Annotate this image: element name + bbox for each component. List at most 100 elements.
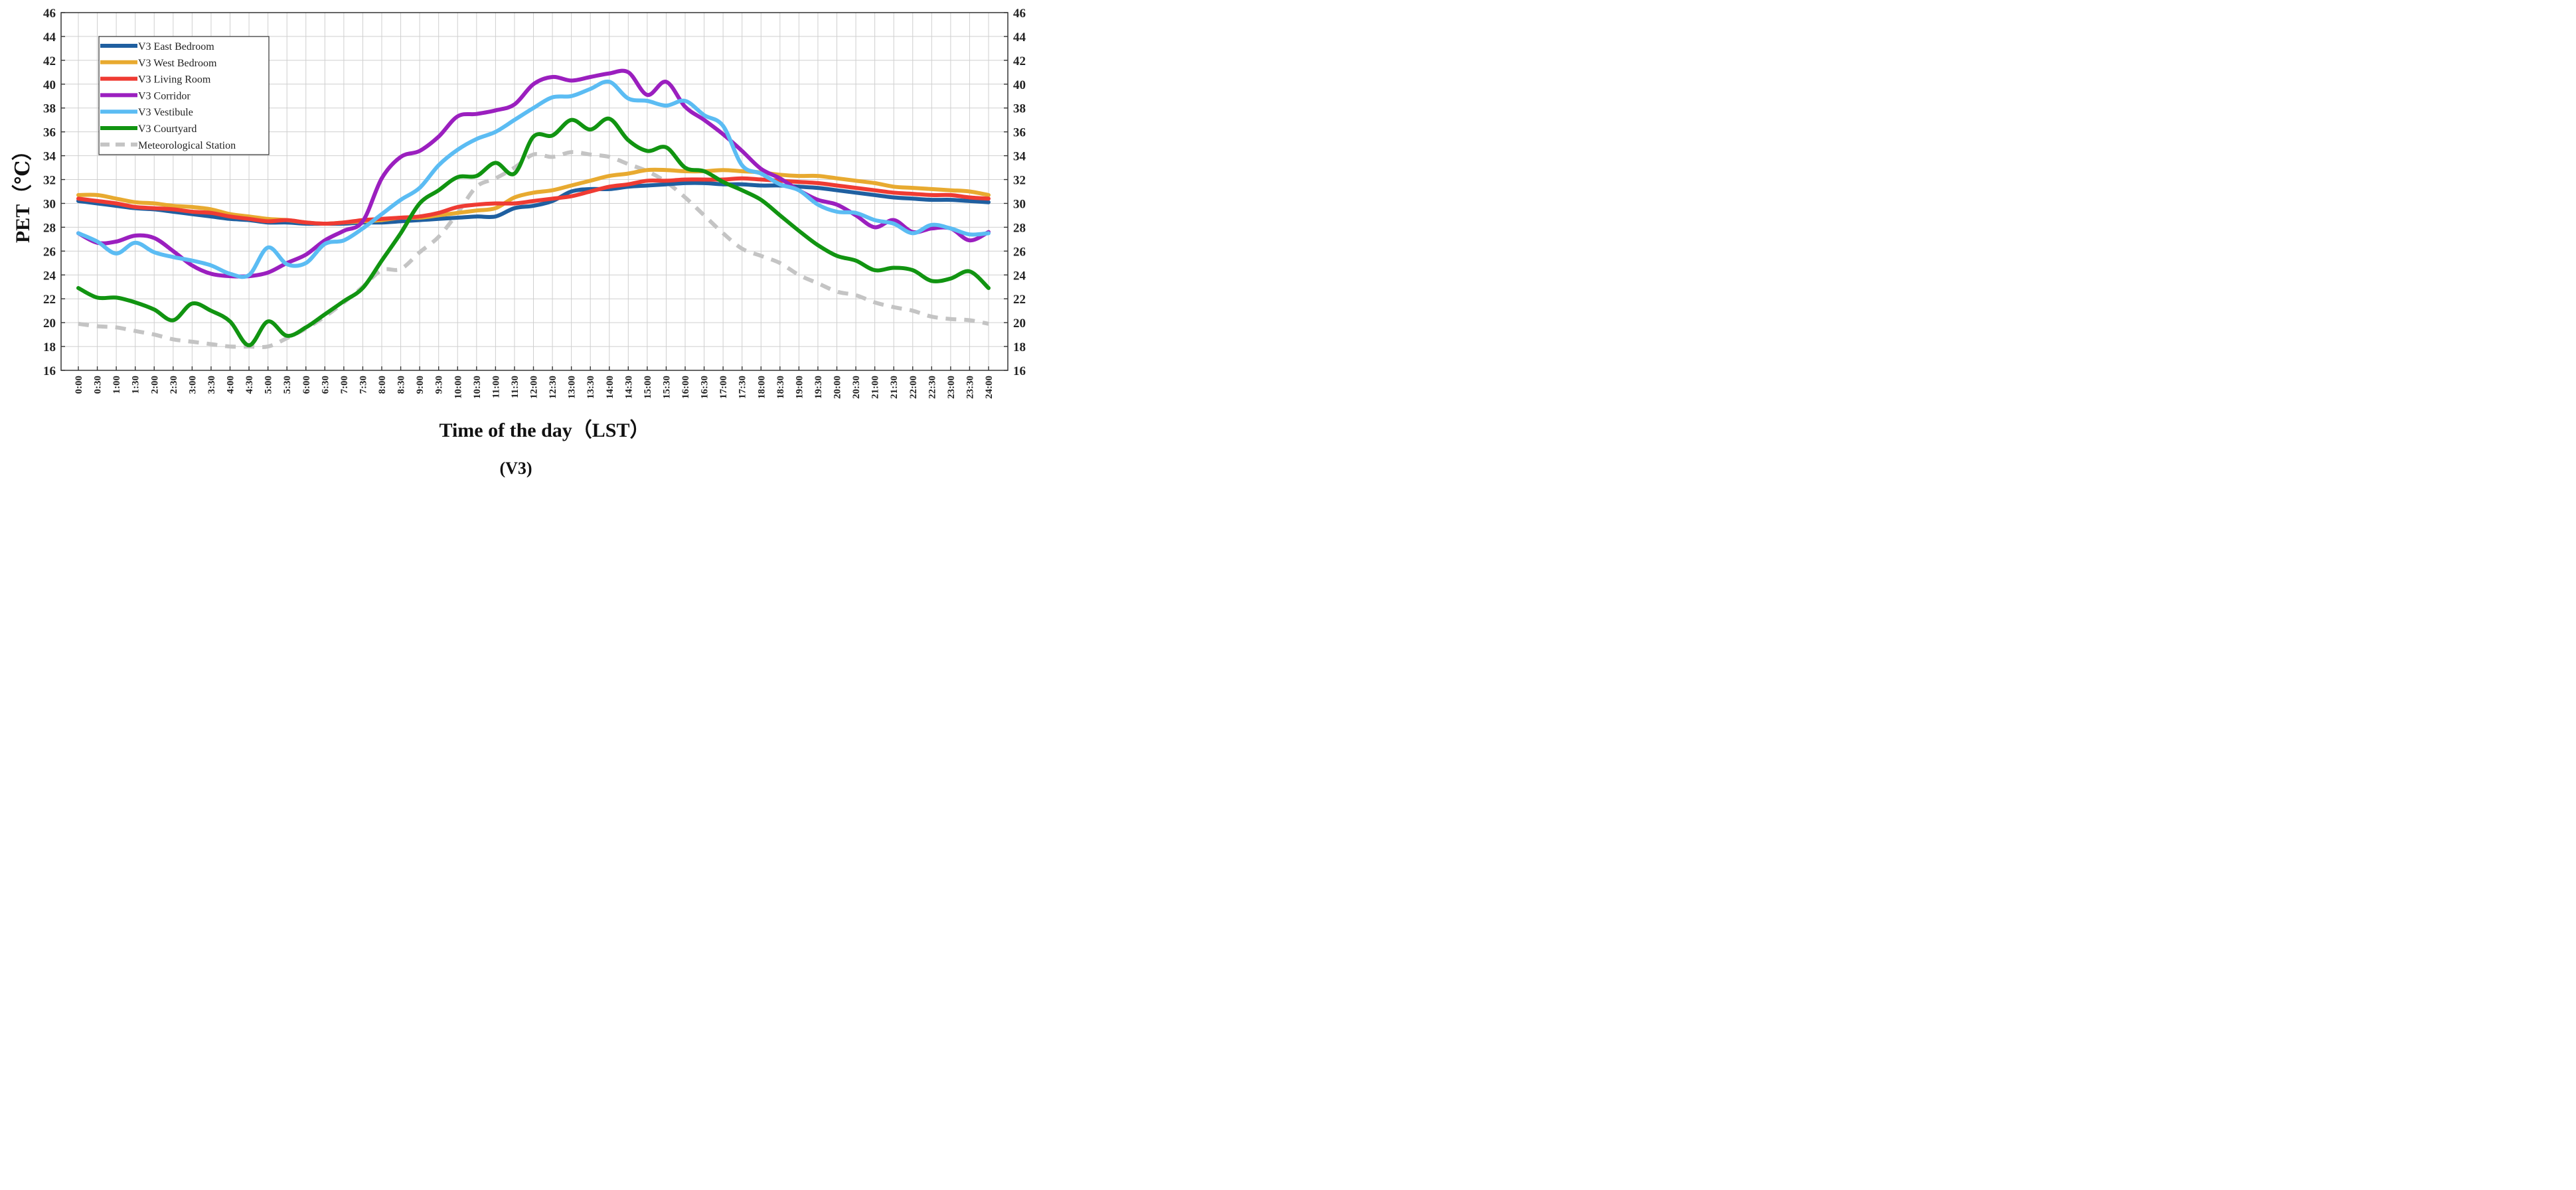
x-tick-label: 1:00 (112, 376, 122, 394)
series-line-v3-west-bedroom (76, 167, 991, 226)
series-line-v3-east-bedroom (76, 181, 991, 226)
x-tick-label: 21:00 (870, 376, 881, 399)
x-tick-label: 18:30 (775, 376, 786, 399)
y-tick-label-left: 34 (43, 150, 56, 164)
x-tick-label: 20:30 (851, 376, 862, 399)
y-tick-label-right: 26 (1013, 245, 1026, 259)
y-tick-label-left: 22 (43, 293, 56, 307)
x-tick-label: 2:30 (169, 376, 179, 394)
legend-label-v3-corridor: V3 Corridor (138, 90, 191, 102)
x-tick-label: 9:30 (434, 376, 445, 394)
y-tick-label-right: 16 (1013, 364, 1026, 378)
y-tick-label-right: 30 (1013, 197, 1026, 211)
pet-line-chart: 16 18 20 22 24 26 28 30 32 34 36 38 40 42 44 46 16 18 20 2… (0, 0, 1041, 482)
series-line-v3-courtyard (76, 116, 991, 348)
y-tick-label-left: 38 (43, 102, 56, 116)
y-tick-label-left: 36 (43, 126, 56, 140)
x-tick-label: 12:00 (529, 376, 540, 399)
axes-frame (60, 12, 1008, 371)
x-tick-label: 9:00 (415, 376, 426, 394)
y-axis-title: PET（℃） (11, 141, 34, 243)
series-lines (76, 68, 991, 350)
x-tick-label: 13:30 (586, 376, 596, 399)
x-tick-label: 18:00 (756, 376, 767, 399)
x-tick-label: 11:30 (510, 376, 521, 398)
y-tick-label-left: 30 (43, 197, 56, 211)
y-tick-label-left: 20 (43, 317, 56, 331)
x-tick-label: 0:30 (93, 376, 104, 394)
x-tick-label: 12:30 (548, 376, 558, 399)
x-tick-label: 24:00 (984, 376, 995, 399)
y-tick-label-left: 26 (43, 245, 56, 259)
legend-label-v3-east-bedroom: V3 East Bedroom (138, 41, 214, 52)
legend-entries: V3 East Bedroom V3 West Bedroom V3 Living … (100, 41, 236, 151)
x-tick-label: 5:30 (282, 376, 293, 394)
y-tick-label-right: 42 (1013, 54, 1026, 68)
y-tick-label-left: 44 (43, 31, 56, 44)
y-tick-label-right: 40 (1013, 78, 1026, 92)
y-tick-label-left: 40 (43, 78, 56, 92)
x-axis: 0:00 0:30 1:00 1:30 2:00 2:30 3:00 3:30 4:00 4:30… (74, 366, 995, 399)
y-tick-label-right: 20 (1013, 317, 1026, 331)
y-tick-label-right: 44 (1013, 31, 1026, 44)
x-tick-label: 11:00 (491, 376, 501, 398)
legend-label-v3-living-room: V3 Living Room (138, 74, 211, 86)
x-tick-label: 22:00 (908, 376, 919, 399)
y-tick-label-right: 34 (1013, 150, 1026, 164)
x-tick-label: 4:30 (244, 376, 255, 394)
x-tick-label: 8:00 (377, 376, 388, 394)
x-tick-label: 20:00 (833, 376, 843, 399)
x-tick-label: 23:30 (965, 376, 975, 399)
series-line-v3-vestibule (76, 79, 991, 279)
legend-label-meteorological-station: Meteorological Station (138, 140, 236, 151)
x-tick-label: 19:30 (813, 376, 824, 399)
x-tick-label: 1:30 (131, 376, 141, 394)
y-tick-label-right: 32 (1013, 174, 1026, 188)
y-tick-label-left: 28 (43, 221, 56, 235)
x-tick-label: 14:00 (605, 376, 615, 399)
x-tick-label: 17:30 (738, 376, 748, 399)
legend-label-v3-courtyard: V3 Courtyard (138, 123, 197, 135)
x-tick-label: 7:00 (339, 376, 350, 394)
y-tick-label-right: 24 (1013, 269, 1026, 283)
y-tick-label-right: 38 (1013, 102, 1026, 116)
x-tick-label: 13:00 (567, 376, 578, 399)
x-tick-label: 6:30 (320, 376, 331, 394)
x-tick-label: 2:00 (149, 376, 160, 394)
y-tick-label-right: 22 (1013, 293, 1026, 307)
y-tick-label-left: 42 (43, 54, 56, 68)
x-axis-title: Time of the day（LST） (440, 419, 650, 441)
x-tick-label: 7:30 (358, 376, 368, 394)
x-tick-label: 8:30 (396, 376, 407, 394)
x-tick-label: 21:30 (889, 376, 900, 399)
x-tick-label: 23:00 (946, 376, 957, 399)
y-tick-label-left: 16 (43, 364, 56, 378)
series-line-v3-corridor (76, 68, 991, 279)
x-tick-label: 10:30 (472, 376, 483, 399)
y-axis-right: 16 18 20 22 24 26 28 30 32 34 36 38 40 42 44 46 (1004, 7, 1026, 378)
y-tick-label-left: 32 (43, 174, 56, 188)
x-tick-label: 16:00 (681, 376, 691, 399)
legend: V3 East Bedroom V3 West Bedroom V3 Living … (98, 36, 270, 155)
y-tick-label-left: 24 (43, 269, 56, 283)
legend-label-v3-west-bedroom: V3 West Bedroom (138, 58, 217, 69)
x-tick-label: 0:00 (74, 376, 84, 394)
x-tick-label: 10:00 (453, 376, 463, 399)
x-tick-label: 15:30 (661, 376, 672, 399)
x-tick-label: 22:30 (927, 376, 937, 399)
y-tick-label-left: 46 (43, 7, 56, 21)
y-tick-label-right: 36 (1013, 126, 1026, 140)
y-axis-left: 16 18 20 22 24 26 28 30 32 34 36 38 40 42 44 46 (43, 7, 65, 378)
x-tick-label: 16:30 (700, 376, 710, 399)
y-tick-label-left: 18 (43, 340, 56, 354)
legend-label-v3-vestibule: V3 Vestibule (138, 107, 193, 118)
x-tick-label: 6:00 (301, 376, 312, 394)
x-tick-label: 5:00 (264, 376, 274, 394)
x-tick-label: 15:00 (643, 376, 653, 399)
plot-frame (60, 12, 1008, 371)
x-tick-label: 3:00 (187, 376, 198, 394)
x-tick-label: 17:00 (718, 376, 729, 399)
series-line-v3-living-room (76, 176, 991, 226)
x-tick-label: 3:30 (206, 376, 217, 394)
y-tick-label-right: 28 (1013, 221, 1026, 235)
